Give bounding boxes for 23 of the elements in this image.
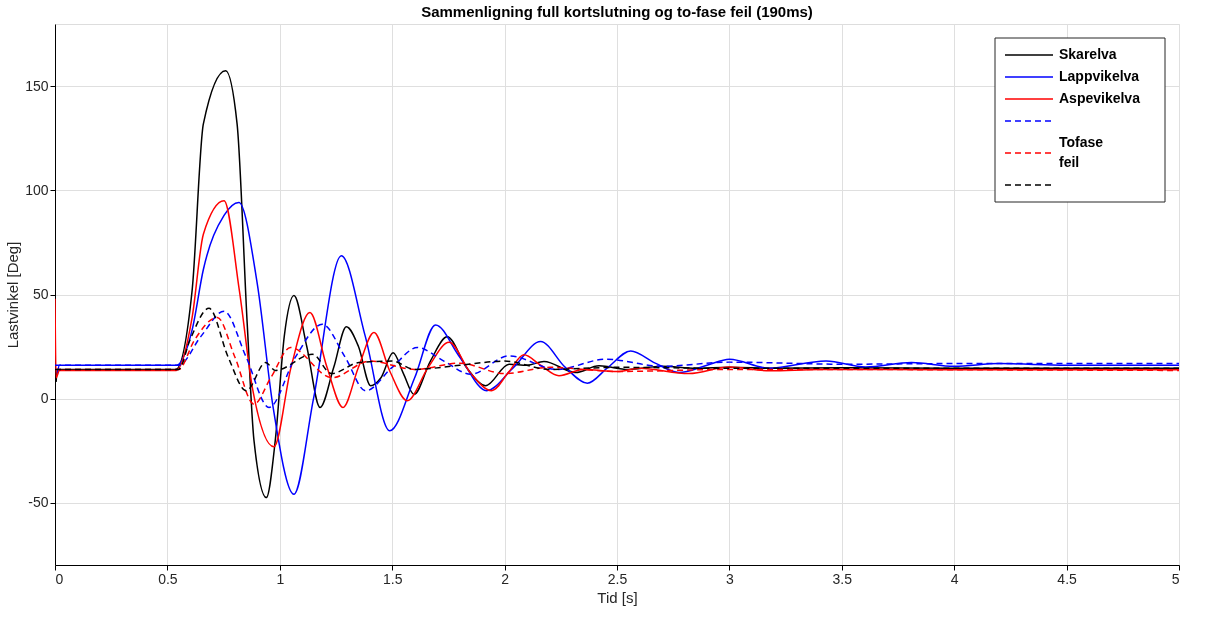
x-tick-label: 2 bbox=[501, 570, 510, 587]
x-axis-title: Tid [s] bbox=[597, 588, 638, 606]
x-tick-label: 1 bbox=[276, 570, 285, 587]
x-tick-label: 3.5 bbox=[832, 570, 853, 587]
y-tick-label: -50 bbox=[28, 494, 49, 511]
y-tick-label: 150 bbox=[25, 77, 49, 94]
legend-label: Lappvikelva bbox=[1059, 68, 1140, 84]
chart-title: Sammenligning full kortslutning og to-fase feil (190ms) bbox=[421, 3, 813, 20]
legend-label: Tofase feil bbox=[1059, 134, 1104, 170]
y-tick-label: 50 bbox=[32, 286, 49, 302]
x-tick-label: 5 bbox=[1171, 570, 1180, 587]
x-tick-label: 1.5 bbox=[382, 570, 403, 587]
x-tick-label: 3 bbox=[726, 570, 734, 587]
y-tick-label: 0 bbox=[40, 390, 49, 407]
y-axis-title: Lastvinkel [Deg] bbox=[4, 241, 22, 349]
x-tick-label: 0.5 bbox=[158, 570, 178, 587]
legend-label: Skarelva bbox=[1059, 46, 1117, 62]
x-tick-label: 4.5 bbox=[1057, 570, 1078, 587]
x-tick-label: 2.5 bbox=[607, 570, 628, 587]
x-tick-label: 4 bbox=[950, 570, 959, 587]
x-tick-label: 0 bbox=[55, 570, 64, 587]
y-tick-label: 100 bbox=[25, 181, 49, 198]
legend-label: Aspevikelva bbox=[1059, 90, 1141, 106]
